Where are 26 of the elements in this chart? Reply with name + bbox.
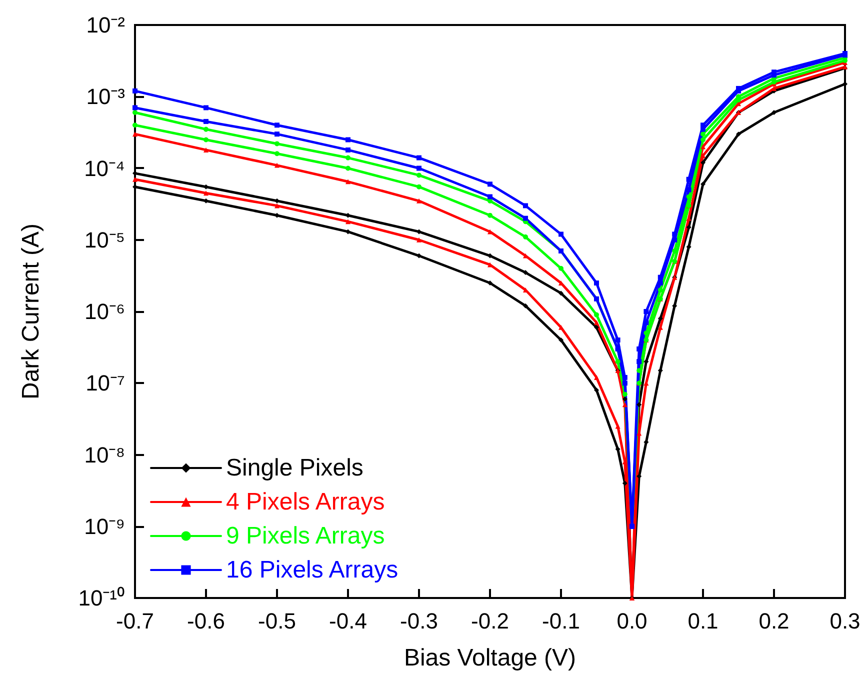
x-tick-label: 0.0 — [616, 608, 648, 634]
x-tick-label: -0.5 — [258, 608, 296, 634]
y-tick-label: 10⁻⁸ — [84, 442, 125, 468]
x-tick-label: -0.3 — [400, 608, 438, 634]
y-tick-label: 10⁻¹⁰ — [78, 586, 125, 610]
x-tick-label: -0.6 — [187, 608, 225, 634]
legend-label: 4 Pixels Arrays — [226, 488, 385, 516]
x-tick-label: -0.1 — [542, 608, 580, 634]
x-tick-label: -0.4 — [329, 608, 367, 634]
x-tick-label: 0.2 — [758, 608, 790, 634]
y-tick-label: 10⁻⁴ — [84, 156, 125, 181]
legend-label: 16 Pixels Arrays — [226, 556, 398, 584]
x-tick-label: 0.3 — [830, 608, 860, 634]
y-axis-title: Dark Current (A) — [18, 223, 44, 400]
y-tick-label: 10⁻⁵ — [84, 227, 125, 252]
y-tick-label: 10⁻⁷ — [86, 370, 126, 396]
x-axis-title: Bias Voltage (V) — [404, 644, 576, 672]
legend-label: Single Pixels — [226, 454, 364, 482]
y-tick-label: 10⁻³ — [86, 84, 125, 110]
x-tick-label: -0.7 — [116, 608, 154, 634]
x-tick-label: -0.2 — [471, 608, 509, 634]
y-tick-label: 10⁻⁹ — [84, 514, 125, 539]
y-tick-label: 10⁻⁶ — [84, 299, 125, 324]
legend-label: 9 Pixels Arrays — [226, 522, 385, 550]
y-tick-label: 10⁻² — [86, 12, 125, 38]
x-tick-label: 0.1 — [688, 608, 718, 634]
